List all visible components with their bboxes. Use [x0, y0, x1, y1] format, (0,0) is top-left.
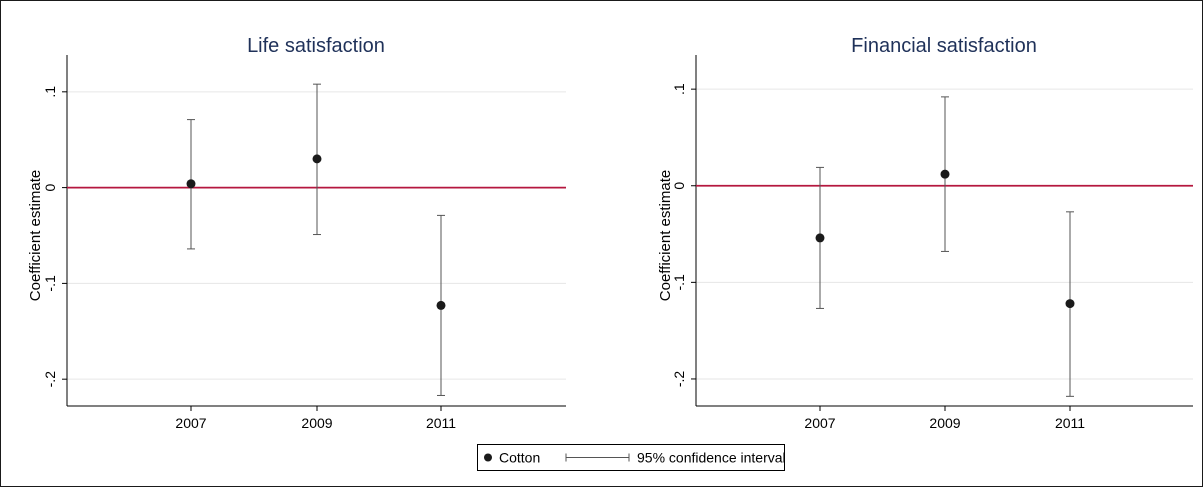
plot1-point-2011: [436, 300, 446, 310]
legend-point-label: Cotton: [499, 450, 540, 466]
plot1-y-axis-label: Coefficient estimate: [27, 170, 44, 301]
plot2-point-2009: [940, 169, 950, 179]
plot1-point-2007: [186, 179, 196, 189]
legend-point-marker: [484, 453, 492, 462]
plot1-title: Life satisfaction: [247, 35, 385, 57]
plot1-x-tick-label: 2007: [175, 415, 206, 431]
legend-ci-label: 95% confidence interval: [637, 450, 786, 466]
plot2-y-tick-label: 0: [671, 182, 687, 190]
legend: Cotton 95% confidence interval: [477, 444, 786, 471]
plot1-y-tick-label: .1: [42, 86, 58, 98]
plot2-title: Financial satisfaction: [851, 35, 1037, 57]
plot1-x-tick-label: 2011: [426, 415, 456, 431]
plot2-x-tick-label: 2011: [1055, 415, 1085, 431]
plot2-x-tick-label: 2009: [929, 415, 960, 431]
legend-box: [477, 444, 785, 471]
plot2-y-axis-label: Coefficient estimate: [657, 170, 674, 301]
plot2-y-tick-label: -.2: [671, 371, 687, 388]
plot2-point-2011: [1065, 299, 1075, 309]
plots: Life satisfaction .1 0 -.1 -.2 Coefficient es…: [27, 35, 1193, 431]
plot2-panel: Financial satisfaction .1 0 -.1 -.2 Coefficie…: [657, 35, 1193, 431]
plot2-y-tick-label: .1: [671, 83, 687, 95]
plot1-y-tick-label: -.1: [42, 275, 58, 292]
plot2-point-2007: [815, 233, 825, 243]
plot1-x-tick-label: 2009: [301, 415, 332, 431]
plot2-y-tick-label: -.1: [671, 274, 687, 291]
plot1-y-tick-label: 0: [42, 184, 58, 192]
plot1-panel: Life satisfaction .1 0 -.1 -.2 Coefficient es…: [27, 35, 566, 431]
plot2-x-tick-label: 2007: [804, 415, 835, 431]
plot1-y-tick-label: -.2: [42, 371, 58, 388]
plot1-point-2009: [312, 154, 322, 164]
